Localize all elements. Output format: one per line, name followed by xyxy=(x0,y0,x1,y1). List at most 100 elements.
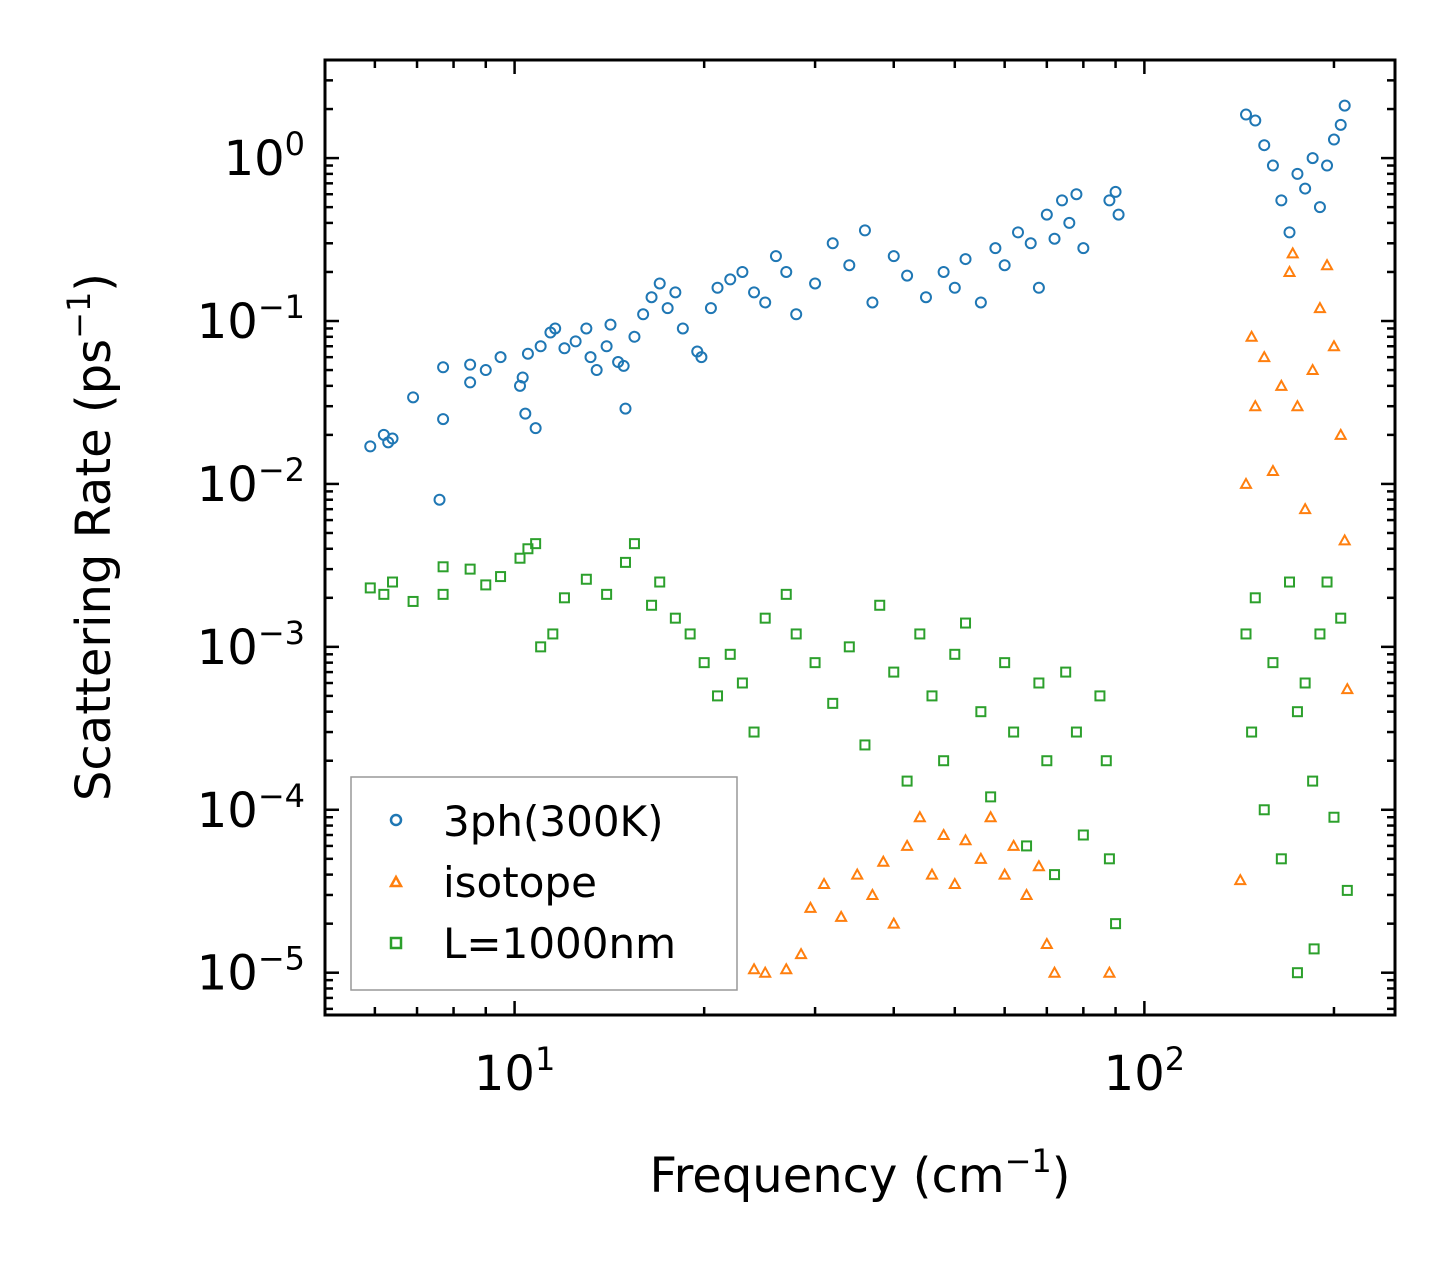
data-point xyxy=(661,302,674,315)
data-point xyxy=(619,556,631,568)
data-point xyxy=(901,269,914,282)
data-point xyxy=(684,628,696,640)
data-point xyxy=(1048,232,1061,245)
data-point xyxy=(646,599,658,611)
data-point xyxy=(464,563,476,575)
data-point xyxy=(1341,884,1353,896)
data-point xyxy=(758,965,772,978)
data-point xyxy=(1306,152,1319,165)
data-point xyxy=(827,697,839,709)
data-point xyxy=(494,351,507,364)
data-point xyxy=(1313,301,1327,314)
data-point xyxy=(1267,657,1279,669)
y-tick-label: 10−5 xyxy=(197,940,305,1002)
data-point xyxy=(747,962,761,975)
y-tick-label: 10−4 xyxy=(197,777,305,839)
data-point xyxy=(1100,755,1112,767)
legend-marker-square xyxy=(389,936,403,950)
legend-entry-isotope: isotope xyxy=(388,858,597,907)
data-point xyxy=(759,296,772,309)
data-point xyxy=(1275,194,1288,207)
data-point xyxy=(948,281,961,294)
data-point xyxy=(926,690,938,702)
data-point xyxy=(874,599,886,611)
data-point xyxy=(997,867,1012,880)
data-point xyxy=(1274,378,1289,391)
series-2 xyxy=(364,538,1353,979)
data-point xyxy=(936,827,951,841)
data-point xyxy=(590,364,603,377)
data-point xyxy=(1041,755,1053,767)
data-point xyxy=(1337,533,1352,546)
data-point xyxy=(724,273,737,286)
data-point xyxy=(779,962,793,975)
data-point xyxy=(628,330,641,343)
data-point xyxy=(364,440,377,453)
legend-label-isotope: isotope xyxy=(443,858,597,907)
data-point xyxy=(974,851,988,864)
data-point xyxy=(1063,216,1076,229)
data-point xyxy=(938,755,950,767)
data-point xyxy=(1021,840,1033,852)
data-point xyxy=(998,259,1011,272)
data-point xyxy=(858,224,871,237)
data-point xyxy=(1244,329,1259,342)
data-point xyxy=(887,916,901,929)
data-point xyxy=(637,308,650,321)
data-point xyxy=(1102,965,1117,978)
data-point xyxy=(1103,194,1116,207)
data-point xyxy=(1032,859,1046,872)
data-point xyxy=(985,791,997,803)
data-point xyxy=(948,876,962,890)
data-point xyxy=(676,322,689,335)
x-axis-title: Frequency (cm−1) xyxy=(649,1142,1070,1204)
data-point xyxy=(704,302,717,315)
data-point xyxy=(407,391,420,404)
data-point xyxy=(1334,118,1347,131)
data-point xyxy=(1249,592,1261,604)
data-point xyxy=(949,648,961,660)
data-point xyxy=(780,265,793,278)
data-point xyxy=(1249,114,1262,127)
legend-marker-circle xyxy=(389,813,403,827)
data-point xyxy=(817,876,831,890)
data-point xyxy=(1103,853,1115,865)
data-point xyxy=(653,277,666,290)
data-point xyxy=(464,358,477,371)
data-point xyxy=(387,576,399,588)
data-point xyxy=(437,361,450,374)
data-point xyxy=(1040,208,1053,221)
data-point xyxy=(1286,246,1300,259)
data-point xyxy=(859,739,871,751)
data-point xyxy=(809,657,821,669)
series-0 xyxy=(364,99,1351,506)
data-point xyxy=(736,265,749,278)
data-point xyxy=(960,617,972,629)
data-point xyxy=(1047,965,1062,978)
data-point xyxy=(1006,838,1021,851)
data-point xyxy=(1340,682,1355,695)
plot-area-frame xyxy=(323,58,1397,1017)
data-point xyxy=(480,579,492,591)
data-point xyxy=(975,706,987,718)
data-point xyxy=(711,281,724,294)
legend-entry-l1000nm: L=1000nm xyxy=(389,919,676,968)
data-point xyxy=(1328,811,1340,823)
data-point xyxy=(914,628,926,640)
data-point xyxy=(521,347,534,360)
data-point xyxy=(1012,226,1025,239)
data-point xyxy=(937,265,950,278)
data-point xyxy=(1056,194,1069,207)
data-point xyxy=(364,582,376,594)
data-point xyxy=(1233,873,1247,886)
y-axis-title: Scattering Rate (ps−1) xyxy=(60,273,122,801)
data-point xyxy=(386,432,399,445)
data-point xyxy=(628,538,640,550)
data-marks xyxy=(364,99,1355,979)
data-point xyxy=(999,657,1011,669)
data-point xyxy=(1327,133,1340,146)
data-point xyxy=(959,253,972,266)
data-point xyxy=(900,838,914,851)
data-point xyxy=(437,561,449,573)
